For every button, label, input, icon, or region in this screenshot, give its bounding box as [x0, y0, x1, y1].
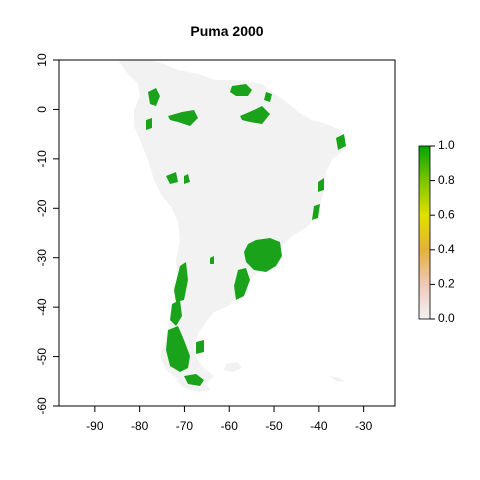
presence-patch-venezuela — [230, 84, 252, 96]
presence-patch-pampas — [234, 268, 250, 300]
presence-patch-guiana — [264, 92, 272, 102]
presence-patch-brazil-coast — [318, 178, 324, 192]
legend-colorbar: 1.0 0.8 0.6 0.4 0.2 0.0 — [418, 138, 455, 325]
colorbar-ticks: 1.0 0.8 0.6 0.4 0.2 0.0 — [430, 138, 455, 325]
colorbar-tick-label: 0.0 — [438, 311, 455, 325]
y-tick-label: -60 — [35, 397, 49, 415]
presence-patch-andes-south — [170, 300, 182, 326]
land-layer — [118, 60, 346, 392]
y-tick-label: -50 — [35, 348, 49, 366]
presence-patch-ecuador — [146, 118, 152, 130]
x-tick-label: -80 — [131, 419, 149, 433]
colorbar-tick-label: 0.8 — [438, 173, 455, 187]
colorbar-tick-label: 1.0 — [438, 138, 455, 152]
plot-frame — [58, 59, 396, 407]
presence-patch-peru — [184, 174, 190, 184]
presence-patch-chile-north — [210, 256, 214, 264]
colorbar-tick-label: 0.2 — [438, 277, 455, 291]
chart-title: Puma 2000 — [190, 23, 263, 39]
presence-patch-colombia — [148, 88, 160, 106]
x-tick-label: -60 — [221, 419, 239, 433]
colorbar-tick-label: 0.4 — [438, 242, 455, 256]
presence-patch-amazon-west — [168, 110, 198, 126]
presence-patch-patagonia — [166, 326, 190, 372]
south-georgia — [330, 376, 344, 382]
presence-patch-paraguay — [244, 238, 282, 272]
x-tick-label: -70 — [176, 419, 194, 433]
presence-patch-patagonia-east — [196, 340, 204, 354]
presence-patch-brazil-south — [312, 204, 320, 220]
falkland-islands — [224, 362, 242, 372]
presence-patch-amazon-east — [240, 106, 270, 124]
y-tick-label: -30 — [35, 249, 49, 267]
presence-layer — [146, 84, 346, 386]
presence-patch-northeast — [336, 134, 346, 150]
south-america-landmass — [118, 60, 346, 386]
x-tick-label: -40 — [310, 419, 328, 433]
y-tick-label: -40 — [35, 298, 49, 316]
x-tick-label: -90 — [86, 419, 104, 433]
presence-patch-tierra-del-fuego — [184, 374, 204, 386]
y-tick-label: -10 — [35, 150, 49, 168]
x-axis: -90 -80 -70 -60 -50 -40 -30 — [86, 406, 373, 433]
presence-patch-bolivia — [166, 172, 178, 184]
x-tick-label: -50 — [265, 419, 283, 433]
y-tick-label: 0 — [35, 106, 49, 113]
y-axis: 10 0 -10 -20 -30 -40 -50 -60 — [35, 53, 59, 415]
x-tick-label: -30 — [355, 419, 373, 433]
y-tick-label: 10 — [35, 53, 49, 67]
colorbar-fill — [418, 145, 431, 320]
y-tick-label: -20 — [35, 199, 49, 217]
presence-patch-andes-central — [174, 262, 188, 302]
colorbar-tick-label: 0.6 — [438, 207, 455, 221]
